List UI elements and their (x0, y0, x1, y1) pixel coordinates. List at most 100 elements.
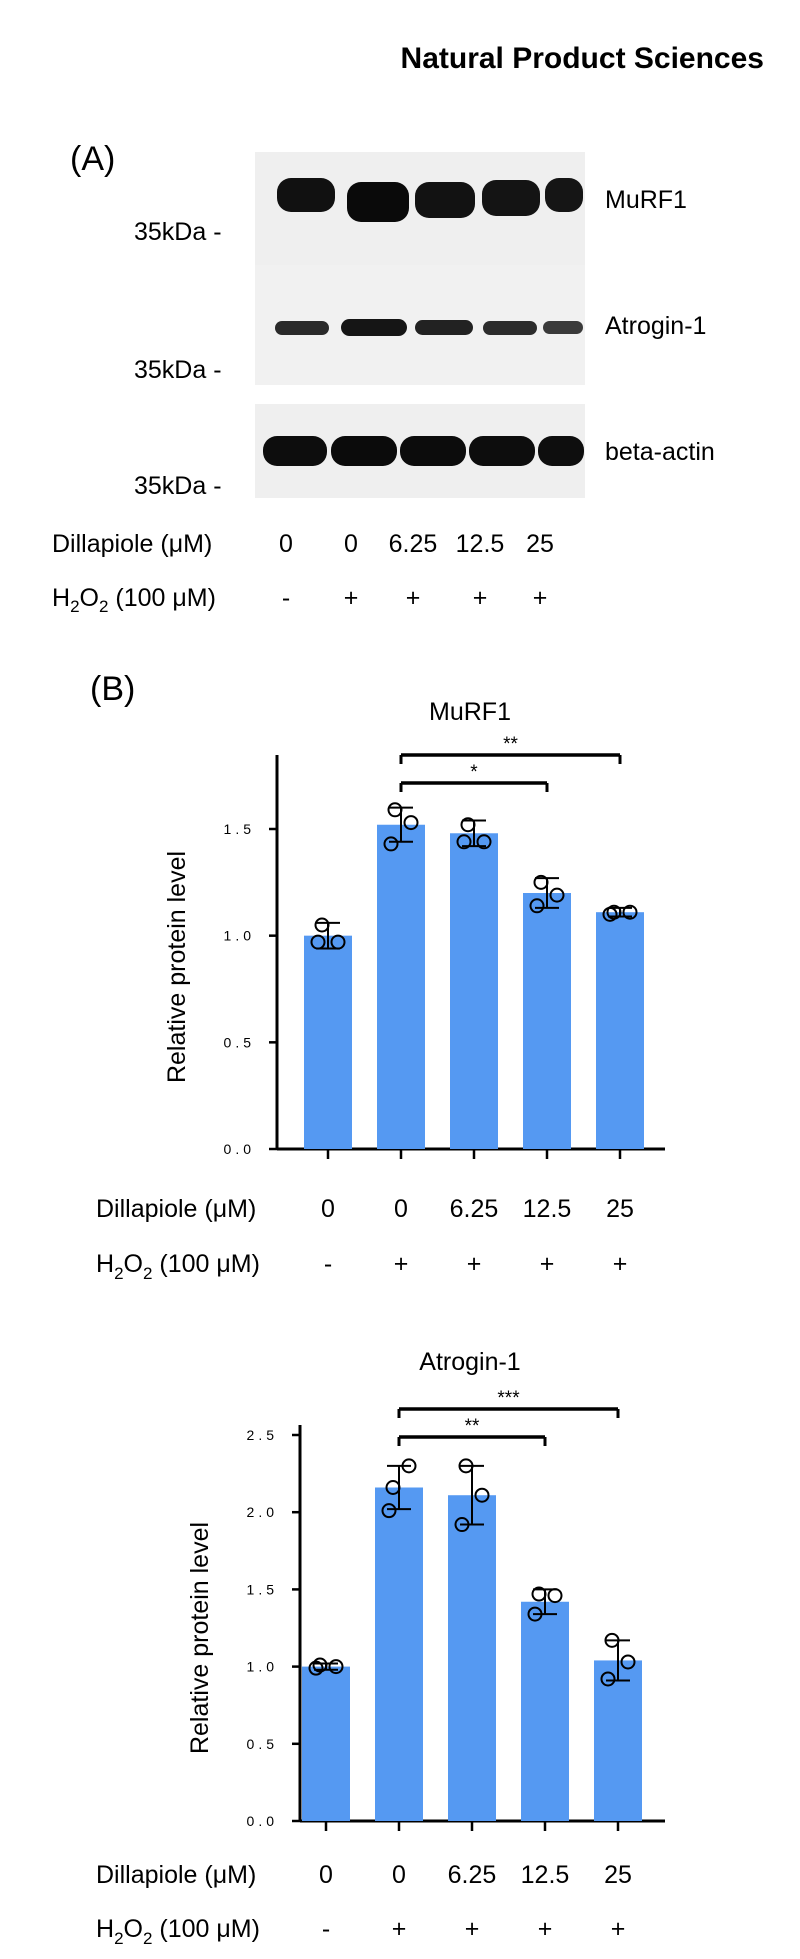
data-point (460, 817, 476, 833)
band-actin-3 (400, 436, 466, 466)
y-tick-label: 2.5 (247, 1427, 278, 1443)
band-actin-1 (263, 436, 327, 466)
band-murf1-4 (482, 180, 540, 216)
y-axis-label: Relative protein level (186, 1522, 214, 1754)
blot-marker-label: 35kDa - (134, 356, 222, 384)
band-actin-5 (538, 436, 584, 466)
y-tick-label: 0.0 (247, 1813, 278, 1829)
data-point (385, 1479, 401, 1495)
band-murf1-1 (277, 178, 335, 212)
lane-dillapiole-value: 6.25 (388, 530, 438, 558)
lane-dillapiole-value: 0 (344, 530, 358, 558)
blot-marker-label: 35kDa - (134, 472, 222, 500)
data-point (458, 1458, 474, 1474)
band-atrogin1-4 (483, 321, 537, 335)
band-actin-4 (469, 436, 535, 466)
data-point (600, 1671, 616, 1687)
panel-a-label: (A) (70, 140, 116, 178)
band-actin-2 (331, 436, 397, 466)
h2o2-row-label: H2O2 (100 μM) (52, 584, 216, 616)
lane-h2o2-value: + (472, 584, 488, 612)
y-tick-label: 1.5 (247, 1581, 278, 1597)
band-murf1-2 (347, 182, 409, 222)
data-point (547, 1588, 563, 1604)
y-tick-label: 1.0 (247, 1659, 278, 1675)
significance-label: ** (503, 734, 518, 755)
significance-label: *** (497, 1388, 520, 1409)
h2o2-value: + (465, 1915, 480, 1943)
data-point (606, 904, 622, 920)
data-point (622, 904, 638, 920)
bar (594, 1660, 642, 1821)
lane-dillapiole-value: 12.5 (455, 530, 505, 558)
y-tick-label: 1.5 (224, 821, 255, 837)
lane-h2o2-value: + (532, 584, 548, 612)
data-point (383, 836, 399, 852)
data-point (308, 1660, 324, 1676)
h2o2-value: - (324, 1250, 332, 1278)
data-point (387, 802, 403, 818)
x-tick-label: 0 (321, 1195, 335, 1223)
lane-h2o2-value: - (281, 584, 291, 612)
chart-title: MuRF1 (429, 698, 511, 726)
h2o2-value: + (538, 1915, 553, 1943)
bar (521, 1601, 569, 1821)
data-point (403, 815, 419, 831)
bar (304, 935, 352, 1149)
data-point (529, 898, 545, 914)
significance-label: * (470, 762, 478, 783)
significance-label: ** (465, 1416, 480, 1437)
blot-protein-label: beta-actin (605, 438, 715, 466)
h2o2-value: + (540, 1250, 555, 1278)
dillapiole-row-label: Dillapiole (μM) (52, 530, 213, 558)
blot-marker-label: 35kDa - (134, 218, 222, 246)
data-point (527, 1606, 543, 1622)
blot-atrogin1 (255, 265, 585, 385)
bar (448, 1495, 496, 1821)
data-point (476, 834, 492, 850)
y-axis-label: Relative protein level (163, 851, 191, 1083)
h2o2-value: + (394, 1250, 409, 1278)
panel-b-label: (B) (90, 670, 136, 708)
y-tick-label: 0.0 (224, 1141, 255, 1157)
lane-h2o2-value: + (343, 584, 359, 612)
murf1-bar-chart: MuRF1 Relative protein level 0.0 0.5 1.0 1.5 0… (96, 698, 665, 1283)
chart-title: Atrogin-1 (419, 1348, 520, 1376)
data-point (549, 887, 565, 903)
x-tick-label: 12.5 (523, 1195, 572, 1223)
band-murf1-3 (415, 182, 475, 218)
data-point (604, 1632, 620, 1648)
dillapiole-row-label: Dillapiole (μM) (96, 1195, 256, 1223)
data-point (310, 934, 326, 950)
data-point (330, 934, 346, 950)
y-tick-label: 0.5 (224, 1034, 255, 1050)
bar (377, 824, 425, 1149)
h2o2-row-label: H2O2 (100 μM) (96, 1250, 260, 1283)
x-tick-label: 25 (604, 1861, 632, 1889)
blot-protein-label: Atrogin-1 (605, 312, 707, 340)
y-tick-label: 1.0 (224, 928, 255, 944)
x-tick-label: 0 (394, 1195, 408, 1223)
y-tick-label: 0.5 (247, 1736, 278, 1752)
h2o2-value: + (613, 1250, 628, 1278)
bar (596, 912, 644, 1149)
h2o2-row-label: H2O2 (100 μM) (96, 1915, 260, 1948)
bar (375, 1487, 423, 1821)
blot-protein-label: MuRF1 (605, 186, 687, 214)
h2o2-value: + (611, 1915, 626, 1943)
bar (302, 1666, 350, 1821)
data-point (401, 1458, 417, 1474)
data-point (314, 917, 330, 933)
band-atrogin1-3 (415, 320, 473, 335)
x-tick-label: 6.25 (450, 1195, 499, 1223)
band-atrogin1-2 (341, 319, 407, 336)
blot-murf1 (255, 152, 585, 270)
data-point (620, 1654, 636, 1670)
x-tick-label: 12.5 (521, 1861, 570, 1889)
lane-dillapiole-value: 0 (279, 530, 293, 558)
lane-h2o2-value: + (405, 584, 421, 612)
band-atrogin1-1 (275, 321, 329, 335)
y-tick-label: 2.0 (247, 1504, 278, 1520)
h2o2-value: + (467, 1250, 482, 1278)
data-point (474, 1487, 490, 1503)
